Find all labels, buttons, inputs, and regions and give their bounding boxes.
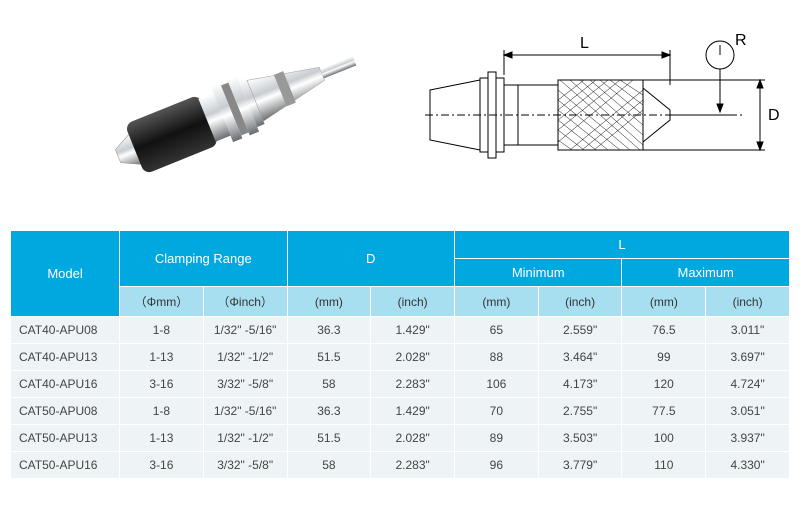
cell-lmin_mm: 106: [454, 371, 538, 398]
cell-lmax_mm: 76.5: [622, 317, 706, 344]
cell-model: CAT50-APU08: [11, 398, 120, 425]
cell-lmax_mm: 120: [622, 371, 706, 398]
cell-cr_in: 1/32" -5/16": [203, 317, 287, 344]
cell-cr_in: 1/32" -1/2": [203, 425, 287, 452]
product-photo: [50, 30, 390, 200]
spec-table: Model Clamping Range D L Minimum Maximum…: [10, 230, 790, 479]
cell-cr_mm: 3-16: [120, 452, 204, 479]
hdr-D: D: [287, 231, 454, 287]
cell-cr_in: 3/32" -5/8": [203, 452, 287, 479]
hdr-phi-mm: （Φmm）: [120, 287, 204, 317]
table-row: CAT50-APU081-81/32" -5/16"36.31.429"702.…: [11, 398, 790, 425]
cell-d_in: 1.429": [371, 398, 455, 425]
cell-lmax_in: 4.330": [706, 452, 790, 479]
cell-lmin_in: 3.503": [538, 425, 622, 452]
cell-lmin_mm: 89: [454, 425, 538, 452]
technical-diagram: L D R: [420, 30, 780, 200]
cell-model: CAT40-APU13: [11, 344, 120, 371]
cell-lmax_mm: 99: [622, 344, 706, 371]
cell-cr_in: 1/32" -5/16": [203, 398, 287, 425]
dim-R: R: [735, 32, 747, 49]
cell-d_mm: 36.3: [287, 317, 371, 344]
cell-lmin_mm: 65: [454, 317, 538, 344]
hdr-mm: (mm): [454, 287, 538, 317]
cell-cr_in: 1/32" -1/2": [203, 344, 287, 371]
cell-lmin_mm: 96: [454, 452, 538, 479]
cell-lmin_in: 3.464": [538, 344, 622, 371]
cell-d_in: 2.028": [371, 425, 455, 452]
cell-lmax_mm: 110: [622, 452, 706, 479]
hdr-model: Model: [11, 231, 120, 317]
cell-lmax_in: 3.011": [706, 317, 790, 344]
cell-d_in: 2.283": [371, 371, 455, 398]
cell-lmin_in: 4.173": [538, 371, 622, 398]
cell-cr_mm: 1-13: [120, 344, 204, 371]
cell-lmax_in: 3.937": [706, 425, 790, 452]
cell-cr_mm: 3-16: [120, 371, 204, 398]
cell-lmax_in: 3.697": [706, 344, 790, 371]
cell-d_mm: 51.5: [287, 344, 371, 371]
cell-model: CAT50-APU16: [11, 452, 120, 479]
table-row: CAT40-APU163-163/32" -5/8"582.283"1064.1…: [11, 371, 790, 398]
cell-lmin_mm: 88: [454, 344, 538, 371]
hdr-L: L: [454, 231, 789, 259]
cell-d_mm: 58: [287, 371, 371, 398]
cell-lmin_mm: 70: [454, 398, 538, 425]
hdr-max: Maximum: [622, 259, 790, 287]
hdr-mm: (mm): [622, 287, 706, 317]
hdr-phi-in: （Φinch）: [203, 287, 287, 317]
cell-d_in: 1.429": [371, 317, 455, 344]
cell-d_mm: 51.5: [287, 425, 371, 452]
cell-cr_in: 3/32" -5/8": [203, 371, 287, 398]
cell-model: CAT50-APU13: [11, 425, 120, 452]
dim-D: D: [768, 107, 780, 124]
cell-lmax_mm: 77.5: [622, 398, 706, 425]
cell-d_in: 2.028": [371, 344, 455, 371]
hdr-inch: (inch): [371, 287, 455, 317]
table-row: CAT50-APU131-131/32" -1/2"51.52.028"893.…: [11, 425, 790, 452]
hdr-inch: (inch): [706, 287, 790, 317]
cell-lmin_in: 2.755": [538, 398, 622, 425]
table-row: CAT40-APU131-131/32" -1/2"51.52.028"883.…: [11, 344, 790, 371]
cell-d_in: 2.283": [371, 452, 455, 479]
dim-L: L: [580, 35, 589, 52]
cell-model: CAT40-APU16: [11, 371, 120, 398]
table-row: CAT50-APU163-163/32" -5/8"582.283"963.77…: [11, 452, 790, 479]
cell-lmax_mm: 100: [622, 425, 706, 452]
cell-cr_mm: 1-8: [120, 317, 204, 344]
illustration-area: L D R: [10, 20, 790, 220]
cell-lmin_in: 2.559": [538, 317, 622, 344]
hdr-clamping: Clamping Range: [120, 231, 287, 287]
cell-lmin_in: 3.779": [538, 452, 622, 479]
cell-cr_mm: 1-13: [120, 425, 204, 452]
cell-cr_mm: 1-8: [120, 398, 204, 425]
hdr-mm: (mm): [287, 287, 371, 317]
cell-lmax_in: 3.051": [706, 398, 790, 425]
cell-lmax_in: 4.724": [706, 371, 790, 398]
table-row: CAT40-APU081-81/32" -5/16"36.31.429"652.…: [11, 317, 790, 344]
cell-model: CAT40-APU08: [11, 317, 120, 344]
cell-d_mm: 58: [287, 452, 371, 479]
hdr-min: Minimum: [454, 259, 621, 287]
hdr-inch: (inch): [538, 287, 622, 317]
cell-d_mm: 36.3: [287, 398, 371, 425]
